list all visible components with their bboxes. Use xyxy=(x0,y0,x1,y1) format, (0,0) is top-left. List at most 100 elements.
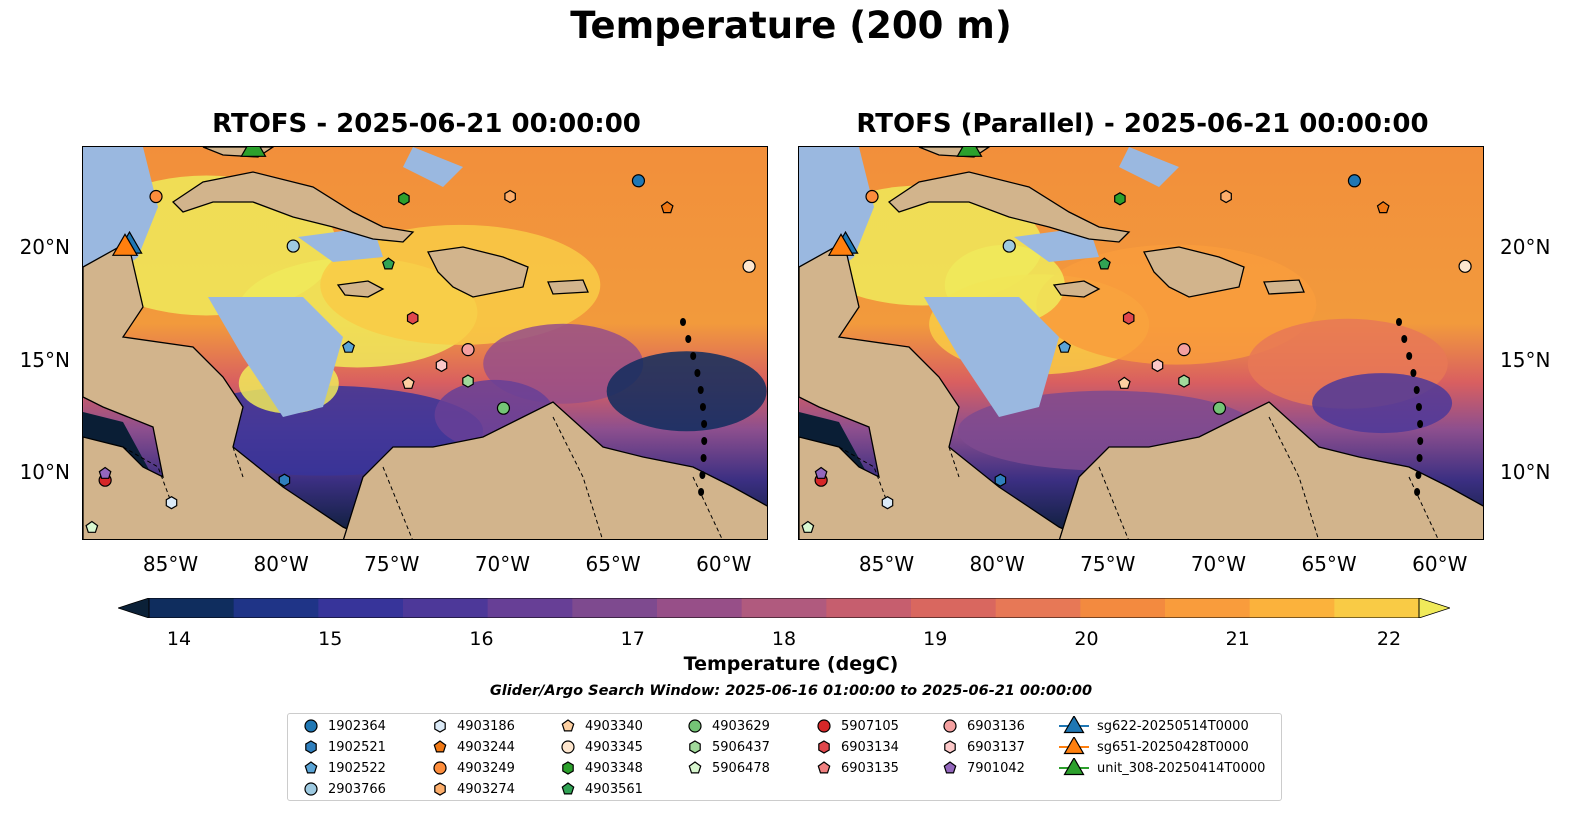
argo-float-1902364 xyxy=(631,174,646,188)
legend-marker xyxy=(433,761,447,775)
island xyxy=(699,471,706,479)
island xyxy=(694,369,701,377)
argo-float-4903629 xyxy=(496,401,511,415)
y-tick-label-right: 20°N xyxy=(1500,235,1551,260)
argo-float-6903137 xyxy=(1151,358,1164,373)
argo-float-4903249 xyxy=(865,189,879,204)
argo-float-4903340 xyxy=(1117,376,1131,389)
argo-float-1902521 xyxy=(994,473,1007,487)
argo-float-1902522 xyxy=(342,340,356,353)
legend-marker xyxy=(1059,758,1089,776)
legend-circle-marker xyxy=(943,719,957,733)
y-tick-label-left: 10°N xyxy=(19,460,70,485)
legend-item: sg622-20250514T0000 xyxy=(1059,716,1249,736)
island xyxy=(680,318,686,326)
left-map-canvas xyxy=(83,147,767,539)
x-tick-label: 80°W xyxy=(969,552,1025,576)
legend-label: 5906478 xyxy=(712,760,770,776)
argo-float-4903249 xyxy=(149,189,163,204)
argo-float-6903134 xyxy=(406,311,419,325)
argo-float-7901042 xyxy=(98,466,112,479)
legend-pentagon-marker xyxy=(304,761,318,774)
legend: 1902364 1902521 1902522 2903766 4903186 49032… xyxy=(287,713,1282,801)
legend-hexagon-marker xyxy=(305,740,317,754)
colorbar-segment xyxy=(403,598,489,618)
legend-marker xyxy=(304,761,318,774)
legend-marker xyxy=(433,740,447,753)
legend-triangle-marker xyxy=(1063,716,1085,734)
legend-item: 6903134 xyxy=(815,737,899,757)
shelf-area xyxy=(1119,147,1179,187)
argo-float-4903244 xyxy=(1376,201,1390,214)
country-border xyxy=(1268,416,1319,539)
legend-item: 4903249 xyxy=(431,758,515,778)
legend-marker xyxy=(943,761,957,774)
legend-item: 4903345 xyxy=(559,737,643,757)
legend-triangle-marker xyxy=(1063,737,1085,755)
country-border xyxy=(552,416,603,539)
right-panel-title: RTOFS (Parallel) - 2025-06-21 00:00:00 xyxy=(856,109,1429,139)
legend-marker xyxy=(562,761,574,775)
legend-label: 2903766 xyxy=(328,781,386,797)
land-mass xyxy=(1143,246,1245,298)
glider-sg651-20250428T0000 xyxy=(111,233,139,256)
x-tick-label: 85°W xyxy=(858,552,915,576)
legend-marker xyxy=(944,740,956,754)
colorbar-tick-label: 18 xyxy=(771,628,797,650)
colorbar-segment xyxy=(826,598,912,618)
x-tick-label: 80°W xyxy=(253,552,309,576)
colorbar xyxy=(118,598,1450,618)
legend-marker xyxy=(1059,737,1089,755)
legend-marker xyxy=(689,740,701,754)
legend-item: 5906437 xyxy=(686,737,770,757)
legend-marker xyxy=(817,719,831,733)
land-mass xyxy=(1052,280,1101,298)
legend-label: 4903340 xyxy=(585,718,643,734)
legend-item: 1902364 xyxy=(302,716,386,736)
x-tick-label: 85°W xyxy=(142,552,199,576)
y-tick-label-right: 10°N xyxy=(1500,460,1551,485)
argo-float-2903766 xyxy=(286,239,300,253)
island xyxy=(1417,420,1424,428)
island xyxy=(698,488,705,496)
colorbar-segment xyxy=(233,598,319,618)
argo-float-1902522 xyxy=(1058,340,1072,353)
legend-label: 6903137 xyxy=(967,739,1025,755)
island xyxy=(1414,488,1421,496)
island xyxy=(697,386,704,394)
temperature-patch xyxy=(1312,373,1453,434)
argo-float-5906437 xyxy=(1178,374,1190,388)
country-border xyxy=(948,446,960,478)
legend-hexagon-marker xyxy=(434,719,446,733)
land-mass xyxy=(1263,279,1305,295)
colorbar-tick-label: 15 xyxy=(318,628,343,650)
glider-sg651-20250428T0000 xyxy=(827,233,855,256)
legend-pentagon-marker xyxy=(433,740,447,753)
x-tick-label: 70°W xyxy=(1190,552,1247,576)
argo-float-1902364 xyxy=(1347,174,1362,188)
land-mass xyxy=(887,171,1131,243)
island xyxy=(685,335,692,343)
legend-item: 7901042 xyxy=(941,758,1025,778)
temperature-patch xyxy=(1036,244,1317,365)
colorbar-segment xyxy=(149,598,235,618)
argo-float-4903274 xyxy=(1220,189,1232,204)
colorbar-segment xyxy=(1080,598,1166,618)
legend-label: 4903561 xyxy=(585,781,643,797)
figure-title: Temperature (200 m) xyxy=(570,4,1012,47)
legend-label: 6903134 xyxy=(841,739,899,755)
x-tick-label: 75°W xyxy=(1080,552,1136,576)
legend-marker xyxy=(561,740,575,754)
legend-marker xyxy=(304,782,318,796)
colorbar-label: Temperature (degC) xyxy=(683,653,899,675)
colorbar-segment xyxy=(318,598,404,618)
argo-float-4903348 xyxy=(398,192,410,206)
argo-float-7901042 xyxy=(814,466,828,479)
legend-pentagon-marker xyxy=(688,761,702,774)
legend-item: 1902521 xyxy=(302,737,386,757)
colorbar-tick-label: 21 xyxy=(1225,628,1250,650)
legend-label: 6903136 xyxy=(967,718,1025,734)
country-border xyxy=(692,476,723,539)
colorbar-segment xyxy=(911,598,997,618)
argo-float-4903340 xyxy=(401,376,415,389)
